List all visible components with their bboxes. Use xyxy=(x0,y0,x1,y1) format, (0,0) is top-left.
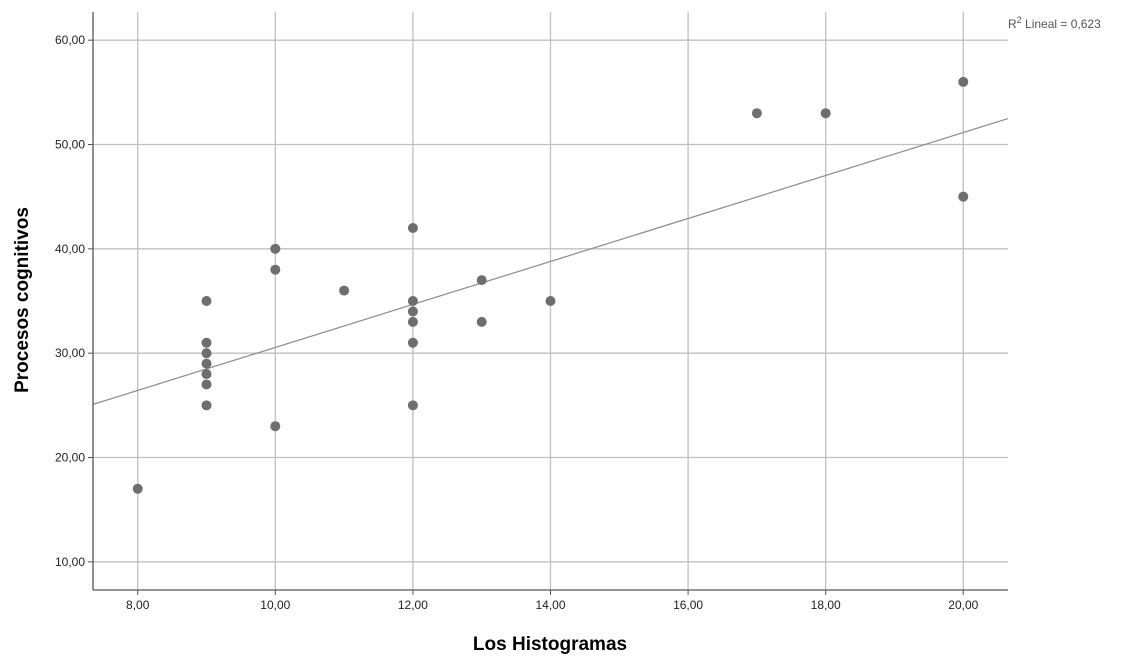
data-point xyxy=(820,108,831,119)
x-tick-label: 8,00 xyxy=(126,598,150,612)
x-axis-title: Los Histogramas xyxy=(473,634,627,655)
x-tick-label: 10,00 xyxy=(260,598,290,612)
data-point xyxy=(201,337,212,348)
data-point xyxy=(201,369,212,380)
data-point xyxy=(476,275,487,286)
y-tick-label: 40,00 xyxy=(55,242,85,256)
axes xyxy=(88,12,1008,595)
data-point xyxy=(201,296,212,306)
x-tick-label: 12,00 xyxy=(398,598,428,612)
data-point xyxy=(270,264,281,275)
data-point xyxy=(201,358,212,369)
data-point xyxy=(407,222,418,233)
x-tick-label: 14,00 xyxy=(535,598,565,612)
data-point xyxy=(270,421,281,432)
x-tick-label: 20,00 xyxy=(948,598,978,612)
data-point xyxy=(958,76,969,87)
x-tick-labels: 8,00 10,00 12,00 14,00 16,00 18,00 20,00 xyxy=(126,598,979,612)
y-tick-label: 10,00 xyxy=(55,555,85,569)
data-point xyxy=(270,243,281,254)
y-tick-label: 30,00 xyxy=(55,346,85,360)
x-tick-label: 16,00 xyxy=(673,598,703,612)
fit-line-group xyxy=(92,117,1009,405)
data-point xyxy=(751,108,762,119)
data-point xyxy=(407,296,418,306)
data-point xyxy=(201,400,212,411)
fit-line xyxy=(92,117,1009,405)
y-axis-title: Procesos cognitivos xyxy=(12,207,33,393)
data-point xyxy=(339,285,350,296)
data-point xyxy=(545,296,556,306)
y-tick-label: 50,00 xyxy=(55,138,85,152)
data-point xyxy=(201,379,212,390)
data-point xyxy=(958,191,969,202)
r2-label: R2 Lineal = 0,623 xyxy=(1008,15,1101,31)
data-point xyxy=(201,348,212,359)
points xyxy=(132,76,969,494)
data-point xyxy=(132,483,143,494)
y-tick-label: 20,00 xyxy=(55,450,85,464)
y-tick-labels: 10,00 20,00 30,00 40,00 50,00 60,00 xyxy=(55,33,85,569)
data-point xyxy=(407,316,418,327)
data-point xyxy=(476,316,487,327)
x-tick-label: 18,00 xyxy=(811,598,841,612)
data-point xyxy=(407,400,418,411)
data-point xyxy=(407,306,418,317)
y-tick-label: 60,00 xyxy=(55,33,85,47)
data-point xyxy=(407,337,418,348)
